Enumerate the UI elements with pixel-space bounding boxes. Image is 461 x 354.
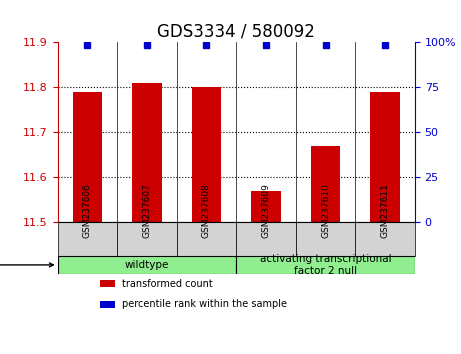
Bar [251, 191, 281, 222]
Text: percentile rank within the sample: percentile rank within the sample [122, 299, 287, 309]
FancyBboxPatch shape [236, 256, 415, 274]
Text: GSM237609: GSM237609 [261, 183, 271, 238]
Text: GSM237611: GSM237611 [381, 183, 390, 238]
Bar [311, 146, 341, 222]
FancyBboxPatch shape [58, 256, 236, 274]
FancyBboxPatch shape [58, 222, 117, 256]
Text: transformed count: transformed count [122, 279, 213, 289]
Bar [370, 92, 400, 222]
FancyBboxPatch shape [296, 222, 355, 256]
Text: activating transcriptional
factor 2 null: activating transcriptional factor 2 null [260, 254, 391, 276]
FancyBboxPatch shape [236, 222, 296, 256]
Bar [100, 301, 115, 308]
FancyBboxPatch shape [355, 222, 415, 256]
FancyBboxPatch shape [177, 222, 236, 256]
Text: wildtype: wildtype [125, 260, 169, 270]
Text: genotype/variation: genotype/variation [0, 260, 53, 270]
Text: GSM237606: GSM237606 [83, 183, 92, 238]
Title: GDS3334 / 580092: GDS3334 / 580092 [157, 23, 315, 41]
Bar [192, 87, 221, 222]
Bar [72, 92, 102, 222]
Bar [132, 83, 162, 222]
FancyBboxPatch shape [117, 222, 177, 256]
Text: GSM237610: GSM237610 [321, 183, 330, 238]
Text: GSM237608: GSM237608 [202, 183, 211, 238]
Bar [100, 280, 115, 287]
Text: GSM237607: GSM237607 [142, 183, 152, 238]
